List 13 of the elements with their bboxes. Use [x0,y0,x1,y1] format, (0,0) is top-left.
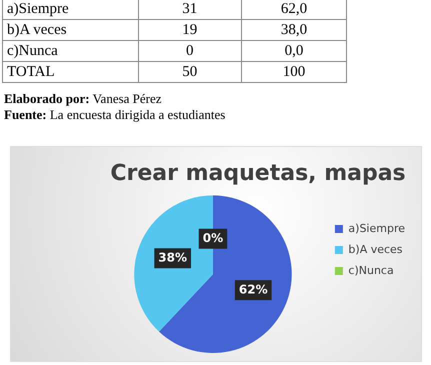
legend-label: a)Siempre [348,222,406,235]
legend-label: c)Nunca [348,264,394,277]
source-note: Fuente: La encuesta dirigida a estudiantes [4,107,226,123]
text: TOTAL 50 100 [7,64,306,80]
text: a)Siempre 31 62,0 [7,0,308,16]
text: 0% [202,230,224,245]
legend-label: b)A veces [348,242,403,256]
data-label: 38% [158,250,188,264]
data-label: 62% [238,282,268,296]
chart-title: Crear maquetas, mapas [110,160,406,186]
text: c)Nunca 0 0,0 [7,42,304,58]
text: b)A veces 19 38,0 [7,22,308,38]
text: Elaborado por: Vanesa Pérez [4,91,163,107]
